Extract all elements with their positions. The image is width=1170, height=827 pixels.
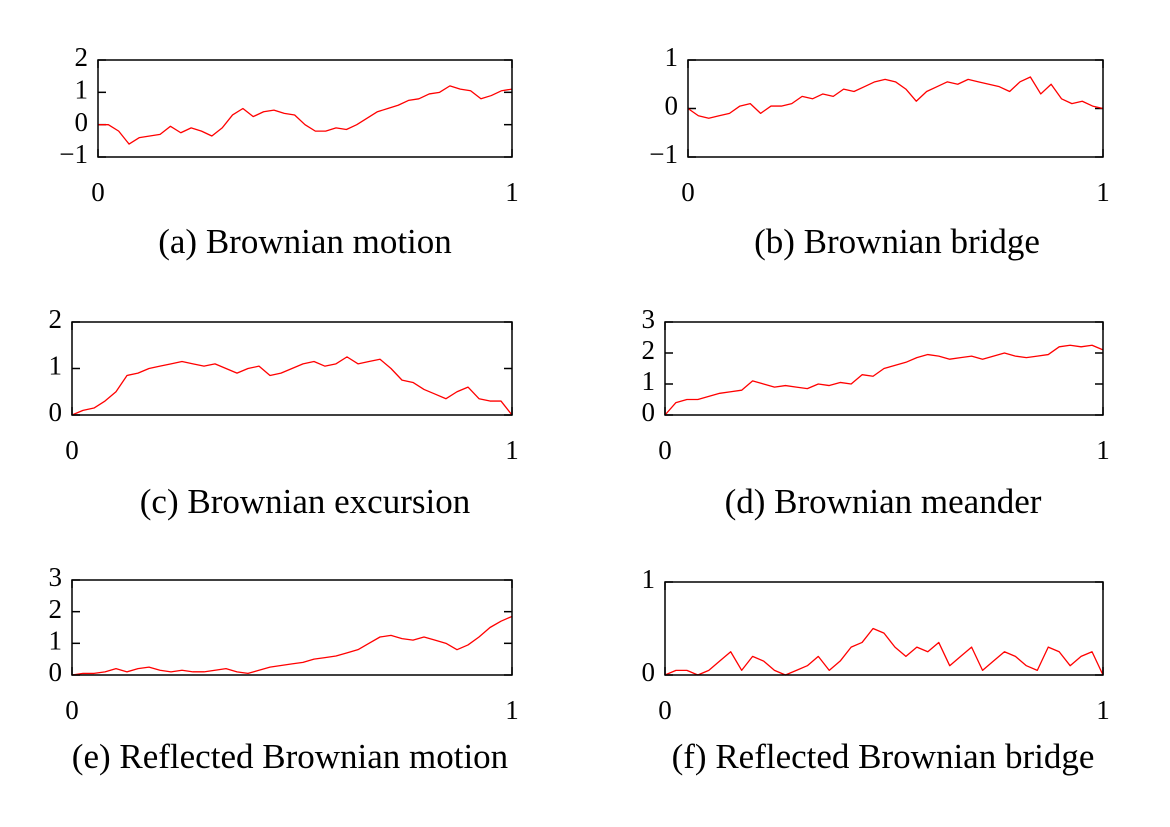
- y-tick-label: 2: [49, 304, 63, 334]
- x-tick-label: 0: [91, 177, 105, 207]
- plot-frame: [71, 321, 513, 416]
- y-tick-label: 1: [49, 626, 63, 656]
- x-tick-label: 0: [658, 435, 672, 465]
- data-line: [98, 85, 513, 145]
- caption: (e) Reflected Brownian motion: [72, 737, 508, 776]
- caption: (b) Brownian bridge: [754, 222, 1040, 261]
- y-tick-label: 0: [49, 397, 63, 427]
- x-tick-label: 1: [1096, 695, 1110, 725]
- data-line: [664, 344, 1104, 416]
- x-tick-label: 0: [658, 695, 672, 725]
- y-tick-label: 0: [642, 657, 656, 687]
- data-line: [71, 356, 513, 416]
- x-tick-label: 1: [505, 435, 519, 465]
- plot-frame: [97, 59, 513, 158]
- caption: (f) Reflected Brownian bridge: [672, 737, 1095, 776]
- caption: (a) Brownian motion: [158, 222, 452, 261]
- caption: (d) Brownian meander: [725, 482, 1042, 521]
- y-tick-label: 2: [49, 594, 63, 624]
- data-line: [687, 76, 1104, 119]
- caption: (c) Brownian excursion: [140, 482, 470, 521]
- y-tick-label: 1: [642, 564, 656, 594]
- x-tick-label: 1: [1096, 177, 1110, 207]
- y-tick-label: 0: [49, 657, 63, 687]
- y-tick-label: 0: [665, 91, 679, 121]
- y-tick-label: −1: [59, 139, 88, 169]
- x-tick-label: 1: [505, 695, 519, 725]
- data-line: [71, 615, 513, 676]
- plot-frame: [664, 581, 1104, 676]
- plot-frame: [664, 321, 1104, 416]
- data-line: [664, 627, 1104, 676]
- x-tick-label: 1: [505, 177, 519, 207]
- y-tick-label: 0: [642, 397, 656, 427]
- y-tick-label: 1: [49, 351, 63, 381]
- y-tick-label: 1: [75, 75, 89, 105]
- y-tick-label: 3: [642, 304, 656, 334]
- plot-frame: [687, 59, 1104, 158]
- y-tick-label: 2: [75, 42, 89, 72]
- y-tick-label: 3: [49, 562, 63, 592]
- plot-frame: [71, 579, 513, 676]
- x-tick-label: 0: [681, 177, 695, 207]
- y-tick-label: 0: [75, 107, 89, 137]
- y-tick-label: −1: [649, 139, 678, 169]
- x-tick-label: 0: [65, 435, 79, 465]
- y-tick-label: 1: [642, 366, 656, 396]
- y-tick-label: 1: [665, 42, 679, 72]
- y-tick-label: 2: [642, 335, 656, 365]
- x-tick-label: 1: [1096, 435, 1110, 465]
- x-tick-label: 0: [65, 695, 79, 725]
